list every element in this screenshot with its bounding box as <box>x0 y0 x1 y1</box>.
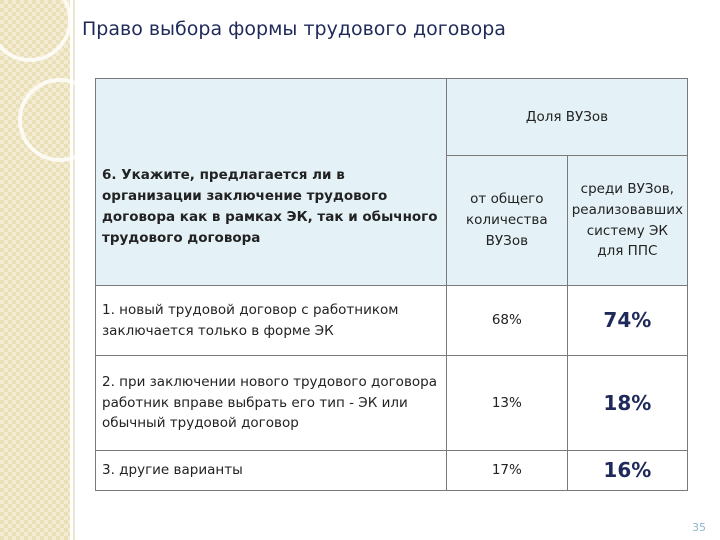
cell: 16% <box>566 450 689 491</box>
column-header: среди ВУЗов, реализовавших систему ЭК дл… <box>566 155 689 286</box>
column-header: от общего количества ВУЗов <box>446 155 568 286</box>
group-header: Доля ВУЗов <box>446 78 688 156</box>
decoration <box>0 0 80 540</box>
data-table: 6. Укажите, предлагается ли в организаци… <box>95 78 689 491</box>
cell: 68% <box>446 285 568 356</box>
page-number: 35 <box>692 521 706 534</box>
cell: 18% <box>566 355 689 451</box>
row-label: 1. новый трудовой договор с работником з… <box>95 285 447 356</box>
cell: 74% <box>566 285 689 356</box>
row-label: 3. другие варианты <box>95 450 447 491</box>
row-label: 2. при заключении нового трудового догов… <box>95 355 447 451</box>
slide-title: Право выбора формы трудового договора <box>82 18 506 40</box>
cell: 17% <box>446 450 568 491</box>
cell: 13% <box>446 355 568 451</box>
question-header: 6. Укажите, предлагается ли в организаци… <box>95 78 447 286</box>
